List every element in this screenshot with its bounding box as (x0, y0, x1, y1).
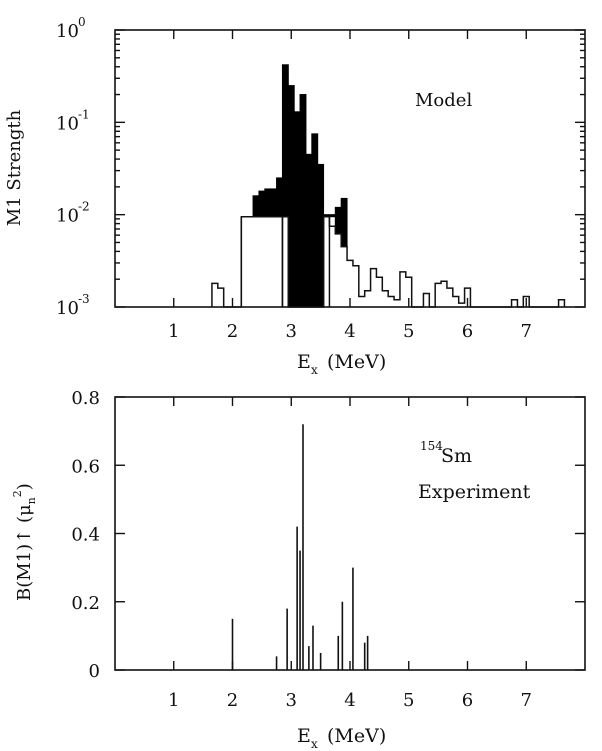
model-filled-bar (264, 188, 278, 218)
bottom-xlabel-main: E (297, 725, 311, 747)
bottom-y-tick-label: 0.4 (71, 525, 100, 546)
bottom-x-tick-label: 4 (344, 690, 355, 711)
model-filled-bar (340, 197, 348, 248)
svg-text:B(M1)↑ (μn2): B(M1)↑ (μn2) (11, 483, 38, 601)
model-filled-bar (252, 195, 260, 218)
model-filled-bar (305, 153, 313, 308)
top-x-tick-label: 3 (286, 321, 297, 342)
bottom-y-ticks: 0 0.2 0.4 0.6 0.8 (71, 388, 585, 682)
top-y-tick-exponent: 0 (78, 15, 86, 29)
top-x-tick-label: 6 (462, 321, 473, 342)
isotope-mass-number: 154 (420, 439, 443, 453)
top-x-tick-label: 7 (521, 321, 532, 342)
bottom-y-tick-label: 0 (89, 661, 100, 682)
top-y-axis-label: M1 Strength (4, 109, 25, 226)
model-filled-bar (311, 133, 319, 308)
model-filled-bar (299, 94, 307, 308)
top-x-tick-label: 5 (403, 321, 414, 342)
top-xlabel-sub: x (311, 363, 318, 377)
top-y-tick-label: 10 (56, 298, 79, 319)
bottom-y-tick-label: 0.6 (71, 456, 100, 477)
top-annotation-model: Model (415, 90, 472, 111)
top-x-axis-label: E x (MeV) (297, 351, 386, 377)
top-x-tick-label: 1 (168, 321, 179, 342)
bottom-plot-frame (114, 396, 586, 671)
bottom-x-tick-label: 7 (521, 690, 532, 711)
bottom-annotation: 154 Sm Experiment (418, 439, 531, 503)
bottom-ylabel-sup: 2 (11, 490, 24, 497)
top-x-ticks: 1 2 3 4 5 6 7 (168, 30, 532, 342)
top-y-tick-label: 10 (56, 113, 79, 134)
top-y-tick-label: 10 (56, 21, 79, 42)
top-y-tick-exponent: -2 (78, 200, 90, 214)
isotope-symbol: Sm (441, 445, 472, 467)
model-filled-bar (276, 177, 283, 218)
top-y-tick-label: 10 (56, 206, 79, 227)
top-y-tick-exponent: -1 (78, 107, 90, 121)
model-filled-bar (281, 64, 289, 218)
bottom-x-tick-label: 5 (403, 690, 414, 711)
bottom-lines (231, 424, 369, 670)
top-histogram (211, 64, 566, 308)
bottom-x-ticks: 1 2 3 4 5 6 7 (168, 397, 532, 711)
bottom-x-tick-label: 1 (168, 690, 179, 711)
model-filled-bar (317, 163, 325, 308)
model-step-outline (211, 215, 566, 308)
top-x-tick-label: 2 (227, 321, 238, 342)
bottom-y-axis-label: B(M1)↑ (μn2) (11, 483, 38, 601)
bottom-ylabel-main: B(M1)↑ (μ (14, 504, 35, 601)
top-plot-frame (114, 29, 586, 308)
bottom-x-tick-label: 3 (286, 690, 297, 711)
bottom-y-tick-label: 0.2 (71, 593, 100, 614)
top-xlabel-main: E (297, 351, 311, 373)
bottom-x-tick-label: 6 (462, 690, 473, 711)
model-filled-bar (287, 85, 295, 308)
bottom-x-axis-label: E x (MeV) (297, 725, 386, 751)
bottom-xlabel-sub: x (311, 737, 318, 751)
bottom-x-tick-label: 2 (227, 690, 238, 711)
model-filled-bar (334, 206, 342, 235)
top-x-tick-label: 4 (344, 321, 355, 342)
model-filled-bar (258, 190, 266, 218)
top-y-tick-exponent: -3 (78, 292, 90, 306)
top-xlabel-unit: (MeV) (327, 351, 386, 373)
bottom-ylabel-sub: n (25, 497, 38, 504)
model-filled-bar (293, 111, 301, 308)
bottom-xlabel-unit: (MeV) (327, 725, 386, 747)
bottom-y-tick-label: 0.8 (71, 388, 100, 409)
bottom-ylabel-close: ) (14, 483, 35, 490)
experiment-label: Experiment (418, 481, 531, 503)
